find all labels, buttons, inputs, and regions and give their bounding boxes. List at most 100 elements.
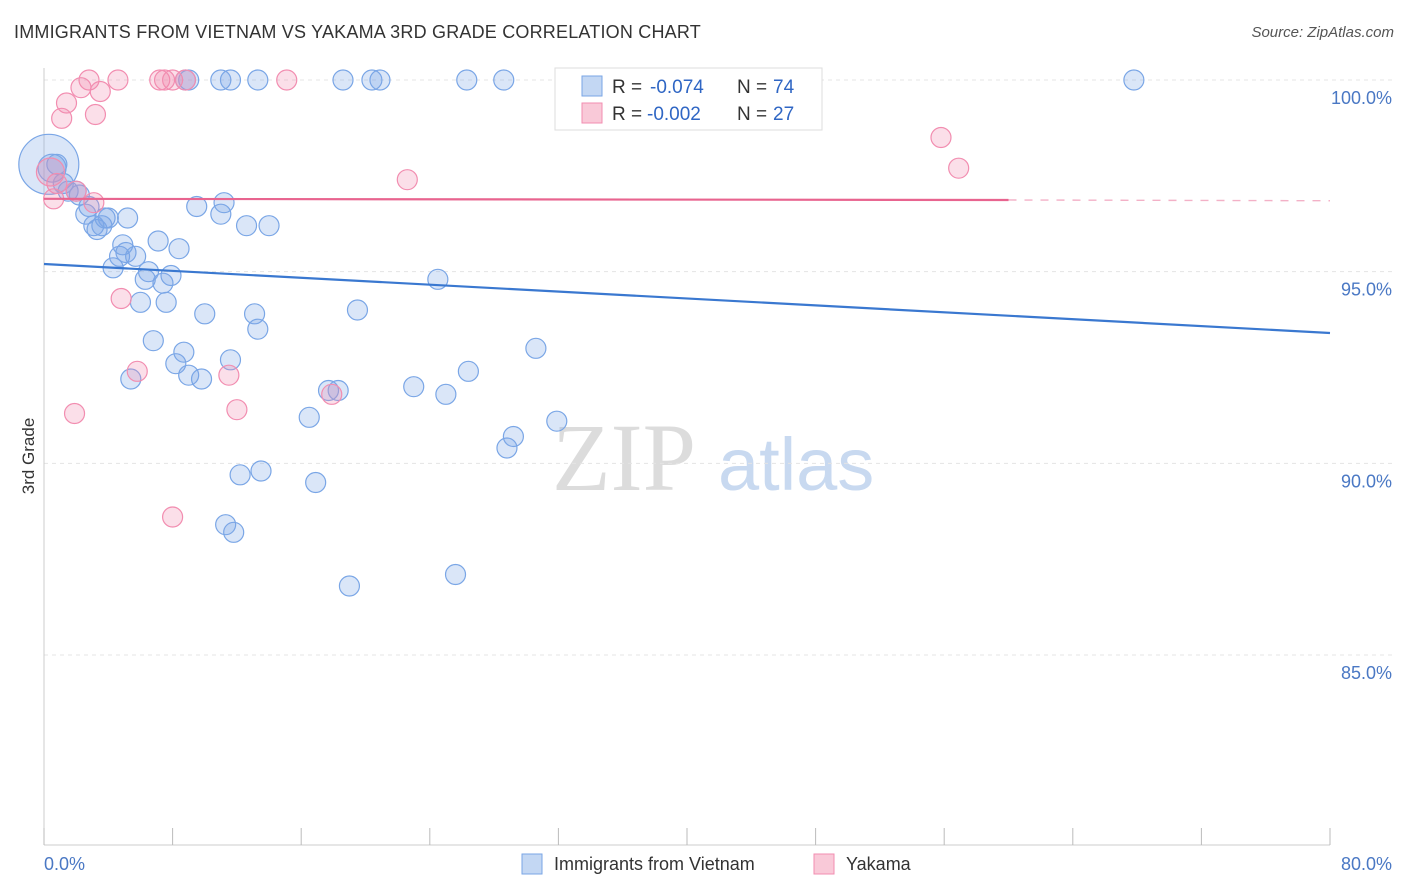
vietnam-point-55 bbox=[435, 383, 457, 405]
gridlines bbox=[44, 79, 1392, 656]
yakama-point-20 bbox=[218, 364, 240, 386]
watermark-zip: ZIP bbox=[552, 404, 696, 511]
yakama-point-7 bbox=[78, 69, 100, 91]
yakama-point-10 bbox=[83, 192, 105, 214]
vietnam-point-61 bbox=[546, 410, 568, 432]
vietnam-point-43 bbox=[258, 215, 280, 237]
yakama-point-17 bbox=[174, 69, 197, 91]
vietnam-point-58 bbox=[496, 437, 518, 459]
yakama-point-5 bbox=[65, 180, 87, 202]
y-axis-label: 3rd Grade bbox=[19, 418, 38, 495]
y-tick-label-2: 90.0% bbox=[1341, 471, 1392, 491]
yakama-point-13 bbox=[126, 360, 148, 382]
x-tick-label-max: 80.0% bbox=[1341, 854, 1392, 874]
bottom-legend-swatch-yakama bbox=[813, 853, 835, 875]
yakama-point-12 bbox=[110, 287, 132, 310]
vietnam-point-38 bbox=[219, 349, 242, 371]
yakama-trendline-extension bbox=[1008, 199, 1331, 202]
yakama-point-18 bbox=[63, 402, 86, 425]
vietnam-point-68 bbox=[369, 69, 391, 91]
vietnam-point-70 bbox=[493, 69, 515, 91]
chart-source: Source: ZipAtlas.com bbox=[1251, 24, 1394, 41]
vietnam-point-52 bbox=[338, 575, 361, 597]
legend-r-value-yakama: -0.002 bbox=[647, 104, 701, 125]
vietnam-point-56 bbox=[457, 360, 479, 382]
vietnam-point-51 bbox=[346, 299, 369, 321]
yakama-trendline bbox=[43, 197, 1009, 202]
vietnam-point-40 bbox=[235, 215, 258, 237]
vietnam-point-47 bbox=[298, 406, 320, 428]
yakama-point-15 bbox=[153, 69, 176, 91]
vietnam-point-53 bbox=[403, 376, 425, 398]
legend-r-value-vietnam: -0.074 bbox=[650, 77, 704, 98]
watermark: ZIP atlas bbox=[552, 404, 874, 511]
vietnam-point-32 bbox=[186, 195, 208, 218]
y-tick-label-0: 100.0% bbox=[1331, 88, 1392, 108]
vietnam-point-44 bbox=[250, 460, 272, 482]
axes bbox=[43, 68, 1331, 846]
vietnam-point-26 bbox=[155, 291, 177, 313]
vietnam-point-39 bbox=[229, 464, 251, 486]
vietnam-point-30 bbox=[173, 341, 195, 363]
vietnam-point-34 bbox=[194, 303, 216, 325]
bottom-legend-swatch-vietnam bbox=[521, 853, 543, 875]
vietnam-point-59 bbox=[502, 425, 524, 448]
yakama-point-21 bbox=[226, 399, 248, 421]
vietnam-point-29 bbox=[168, 238, 190, 260]
vietnam-point-65 bbox=[247, 69, 269, 91]
vietnam-point-45 bbox=[223, 521, 245, 543]
bottom-legend-label-yakama: Yakama bbox=[846, 854, 912, 874]
vietnam-point-22 bbox=[137, 261, 160, 283]
vietnam-trendline bbox=[43, 262, 1331, 335]
vietnam-point-20 bbox=[129, 291, 152, 313]
y-tick-label-3: 85.0% bbox=[1341, 663, 1392, 683]
vietnam-point-42 bbox=[247, 318, 269, 340]
vietnam-point-13 bbox=[97, 207, 119, 229]
vietnam-point-37 bbox=[213, 192, 235, 214]
yakama-point-24 bbox=[396, 169, 418, 191]
vietnam-point-27 bbox=[160, 264, 182, 287]
series-legend: Immigrants from Vietnam Yakama bbox=[521, 853, 912, 875]
yakama-point-0 bbox=[35, 157, 66, 187]
vietnam-point-69 bbox=[456, 69, 478, 91]
vietnam-point-57 bbox=[444, 563, 467, 586]
vietnam-point-66 bbox=[332, 69, 354, 91]
stats-legend: R = -0.074 N = 74 R = -0.002 N = 27 bbox=[554, 67, 823, 131]
vietnam-point-23 bbox=[142, 330, 164, 352]
vietnam-point-46 bbox=[215, 514, 237, 536]
vietnam-point-60 bbox=[525, 337, 547, 359]
legend-swatch-vietnam bbox=[581, 75, 603, 97]
legend-swatch-yakama bbox=[581, 102, 603, 124]
trendlines bbox=[43, 197, 1331, 335]
yakama-point-8 bbox=[84, 103, 107, 126]
legend-n-value-yakama: 27 bbox=[773, 104, 794, 125]
vietnam-point-14 bbox=[116, 207, 139, 229]
vietnam-point-19 bbox=[125, 245, 147, 267]
chart-title: IMMIGRANTS FROM VIETNAM VS YAKAMA 3RD GR… bbox=[14, 22, 701, 42]
x-axis-ticks bbox=[43, 828, 1331, 845]
legend-n-label-yakama: N = bbox=[737, 104, 767, 125]
yakama-point-23 bbox=[321, 383, 343, 405]
vietnam-point-2 bbox=[46, 153, 68, 175]
legend-n-label-vietnam: N = bbox=[737, 77, 767, 98]
bottom-legend-label-vietnam: Immigrants from Vietnam bbox=[554, 854, 755, 874]
vietnam-point-48 bbox=[305, 471, 327, 494]
yakama-point-26 bbox=[948, 157, 970, 179]
vietnam-point-64 bbox=[219, 69, 242, 91]
yakama-point-25 bbox=[930, 126, 952, 149]
legend-r-label-vietnam: R = bbox=[612, 77, 642, 98]
yakama-point-11 bbox=[107, 69, 129, 91]
yakama-point-14 bbox=[149, 69, 171, 91]
yakama-point-9 bbox=[89, 80, 111, 103]
vietnam-point-0 bbox=[18, 133, 80, 195]
vietnam-point-50 bbox=[327, 379, 349, 402]
vietnam-point-31 bbox=[178, 364, 200, 386]
y-tick-label-1: 95.0% bbox=[1341, 280, 1392, 300]
yakama-point-19 bbox=[162, 506, 184, 528]
yakama-point-16 bbox=[162, 69, 184, 91]
watermark-atlas: atlas bbox=[718, 423, 874, 506]
series-immigrants-from-vietnam bbox=[18, 69, 1145, 597]
vietnam-point-72 bbox=[1123, 69, 1145, 91]
vietnam-point-33 bbox=[190, 368, 213, 390]
